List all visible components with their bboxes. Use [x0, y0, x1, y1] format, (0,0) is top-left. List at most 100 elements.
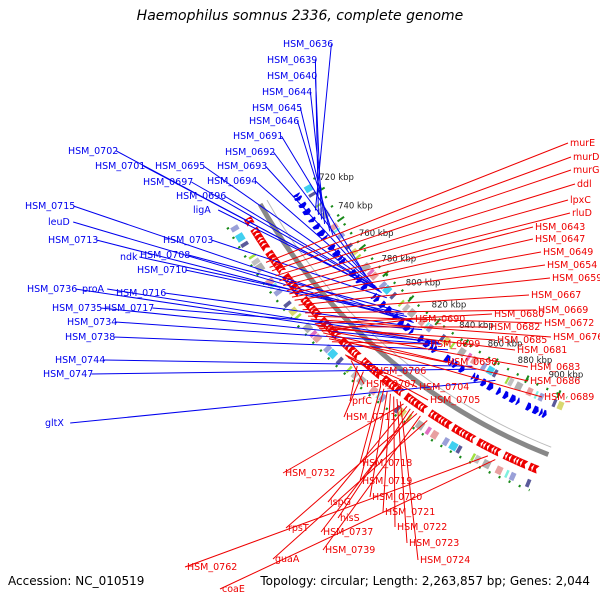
reverse-gene-label[interactable]: HSM_0722: [397, 522, 447, 533]
forward-gene-label[interactable]: HSM_0695: [155, 161, 205, 172]
reverse-gene-label[interactable]: HSM_0721: [385, 507, 435, 518]
forward-gene-label[interactable]: proA: [82, 284, 105, 295]
reverse-gene-label[interactable]: rluD: [572, 208, 592, 219]
forward-gene-label[interactable]: HSM_0716: [116, 288, 166, 299]
kbp-tick-mark: [492, 358, 499, 367]
reverse-gene-label[interactable]: HSM_0724: [420, 555, 470, 566]
forward-gene-label[interactable]: HSM_0710: [137, 265, 187, 276]
reverse-leader-line: [344, 354, 418, 388]
reverse-leader-line: [316, 324, 516, 351]
forward-gene-label[interactable]: gltX: [45, 418, 64, 429]
reverse-gene-arrow: [380, 374, 390, 384]
reverse-gene-label[interactable]: HSM_0686: [530, 376, 580, 387]
reverse-gene-label[interactable]: HSM_0762: [187, 562, 237, 573]
reverse-gene-label[interactable]: HSM_0737: [323, 527, 373, 538]
reverse-gene-label[interactable]: HSM_0649: [543, 247, 593, 258]
forward-gene-label[interactable]: HSM_0734: [67, 317, 117, 328]
forward-gene-label[interactable]: HSM_0717: [104, 303, 154, 314]
forward-gene-label[interactable]: HSM_0694: [207, 176, 257, 187]
reverse-gene-arrow: [274, 262, 285, 272]
reverse-gene-label[interactable]: HSM_0654: [547, 260, 597, 271]
forward-gene-label[interactable]: ndk: [120, 252, 138, 263]
reverse-gene-label[interactable]: prfC: [352, 396, 372, 407]
reverse-gene-label[interactable]: HSM_0685: [497, 335, 547, 346]
reverse-gene-label[interactable]: ispG: [330, 497, 351, 508]
reverse-gene-label[interactable]: HSM_0659: [552, 273, 600, 284]
forward-gene-label[interactable]: HSM_0701: [95, 161, 145, 172]
reverse-gene-label[interactable]: HSM_0676: [553, 332, 600, 343]
forward-gene-label[interactable]: HSM_0691: [233, 131, 283, 142]
reverse-gene-label[interactable]: HSM_0698: [447, 357, 497, 368]
reverse-gene-label[interactable]: HSM_0723: [409, 538, 459, 549]
kbp-tick-label: 860 kbp: [488, 340, 523, 350]
forward-gene-label[interactable]: HSM_0713: [48, 235, 98, 246]
reverse-gene-label[interactable]: HSM_0667: [531, 290, 581, 301]
reverse-cog-band: [327, 348, 339, 360]
reverse-gene-label[interactable]: HSM_0680: [494, 309, 544, 320]
forward-gene-label[interactable]: ligA: [193, 205, 211, 216]
forward-gene-label[interactable]: HSM_0644: [262, 87, 312, 98]
forward-leader-line: [103, 359, 473, 367]
reverse-gene-label[interactable]: lpxC: [570, 195, 591, 206]
reverse-gene-label[interactable]: HSM_0681: [517, 345, 567, 356]
forward-gene-arrow: [457, 364, 465, 373]
reverse-gene-label[interactable]: hisS: [340, 513, 360, 524]
forward-gene-label[interactable]: HSM_0744: [55, 355, 105, 366]
forward-gene-label[interactable]: HSM_0696: [176, 191, 226, 202]
forward-gene-label[interactable]: HSM_0702: [68, 146, 118, 157]
reverse-gene-label[interactable]: murE: [570, 138, 595, 149]
forward-gene-label[interactable]: HSM_0735: [52, 303, 102, 314]
reverse-leader-line: [343, 371, 364, 418]
reverse-gene-arrow: [527, 462, 535, 472]
reverse-gene-label[interactable]: HSM_0739: [325, 545, 375, 556]
forward-gene-label[interactable]: HSM_0747: [43, 369, 93, 380]
reverse-gene-label[interactable]: HSM_0732: [285, 468, 335, 479]
forward-gene-label[interactable]: HSM_0639: [267, 55, 317, 66]
reverse-gene-label[interactable]: HSM_0718: [362, 458, 412, 469]
forward-gene-label[interactable]: HSM_0693: [217, 161, 267, 172]
forward-gene-label[interactable]: HSM_0708: [140, 250, 190, 261]
forward-gene-label[interactable]: HSM_0692: [225, 147, 275, 158]
reverse-gene-label[interactable]: rpsT: [288, 523, 309, 534]
reverse-gene-label[interactable]: HSM_0682: [490, 322, 540, 333]
reverse-gene-label[interactable]: HSM_0647: [535, 234, 585, 245]
reverse-gene-label[interactable]: coaE: [222, 584, 245, 595]
reverse-gene-label[interactable]: HSM_0643: [535, 222, 585, 233]
gene-labels-layer[interactable]: HSM_0636 HSM_0639 HSM_0640 HSM_0644 HSM_0645…: [25, 39, 600, 595]
forward-gene-label[interactable]: HSM_0640: [267, 71, 317, 82]
reverse-gene-label[interactable]: HSM_0689: [544, 392, 594, 403]
reverse-gene-label[interactable]: HSM_0707: [366, 379, 416, 390]
forward-gene-label[interactable]: HSM_0738: [65, 332, 115, 343]
reverse-leader-line: [359, 386, 382, 464]
forward-leader-line: [203, 165, 376, 287]
reverse-gene-label[interactable]: murG: [573, 165, 600, 176]
reverse-leader-line: [294, 264, 546, 301]
reverse-gene-label[interactable]: HSM_0672: [544, 318, 594, 329]
reverse-gene-label[interactable]: HSM_0719: [362, 476, 412, 487]
forward-gene-label[interactable]: leuD: [48, 217, 70, 228]
forward-gene-label[interactable]: HSM_0697: [143, 177, 193, 188]
reverse-gene-label[interactable]: HSM_0705: [430, 395, 480, 406]
forward-gene-label[interactable]: HSM_0703: [163, 235, 213, 246]
forward-gene-label[interactable]: HSM_0636: [283, 39, 333, 50]
reverse-cog-band: [524, 478, 532, 488]
reverse-gene-arrow: [359, 357, 368, 366]
forward-gene-label[interactable]: HSM_0736: [27, 284, 77, 295]
forward-gene-label[interactable]: HSM_0715: [25, 201, 75, 212]
reverse-gene-label[interactable]: HSM_0704: [419, 382, 469, 393]
forward-gene-label[interactable]: HSM_0646: [249, 116, 299, 127]
reverse-gene-arrow: [258, 239, 268, 248]
reverse-gene-label[interactable]: HSM_0690: [415, 314, 465, 325]
reverse-gene-label[interactable]: HSM_0683: [530, 362, 580, 373]
reverse-gene-label[interactable]: HSM_0711: [346, 412, 396, 423]
reverse-gene-label[interactable]: ddl: [577, 179, 592, 190]
reverse-gene-label[interactable]: guaA: [275, 554, 300, 565]
reverse-gene-label[interactable]: murD: [573, 152, 600, 163]
reverse-gene-label[interactable]: HSM_0699: [430, 339, 480, 350]
reverse-gene-label[interactable]: HSM_0706: [376, 366, 426, 377]
reverse-gene-label[interactable]: HSM_0669: [538, 305, 588, 316]
reverse-cog-band: [345, 365, 353, 374]
reverse-gene-label[interactable]: HSM_0720: [372, 492, 422, 503]
forward-gene-label[interactable]: HSM_0645: [252, 103, 302, 114]
